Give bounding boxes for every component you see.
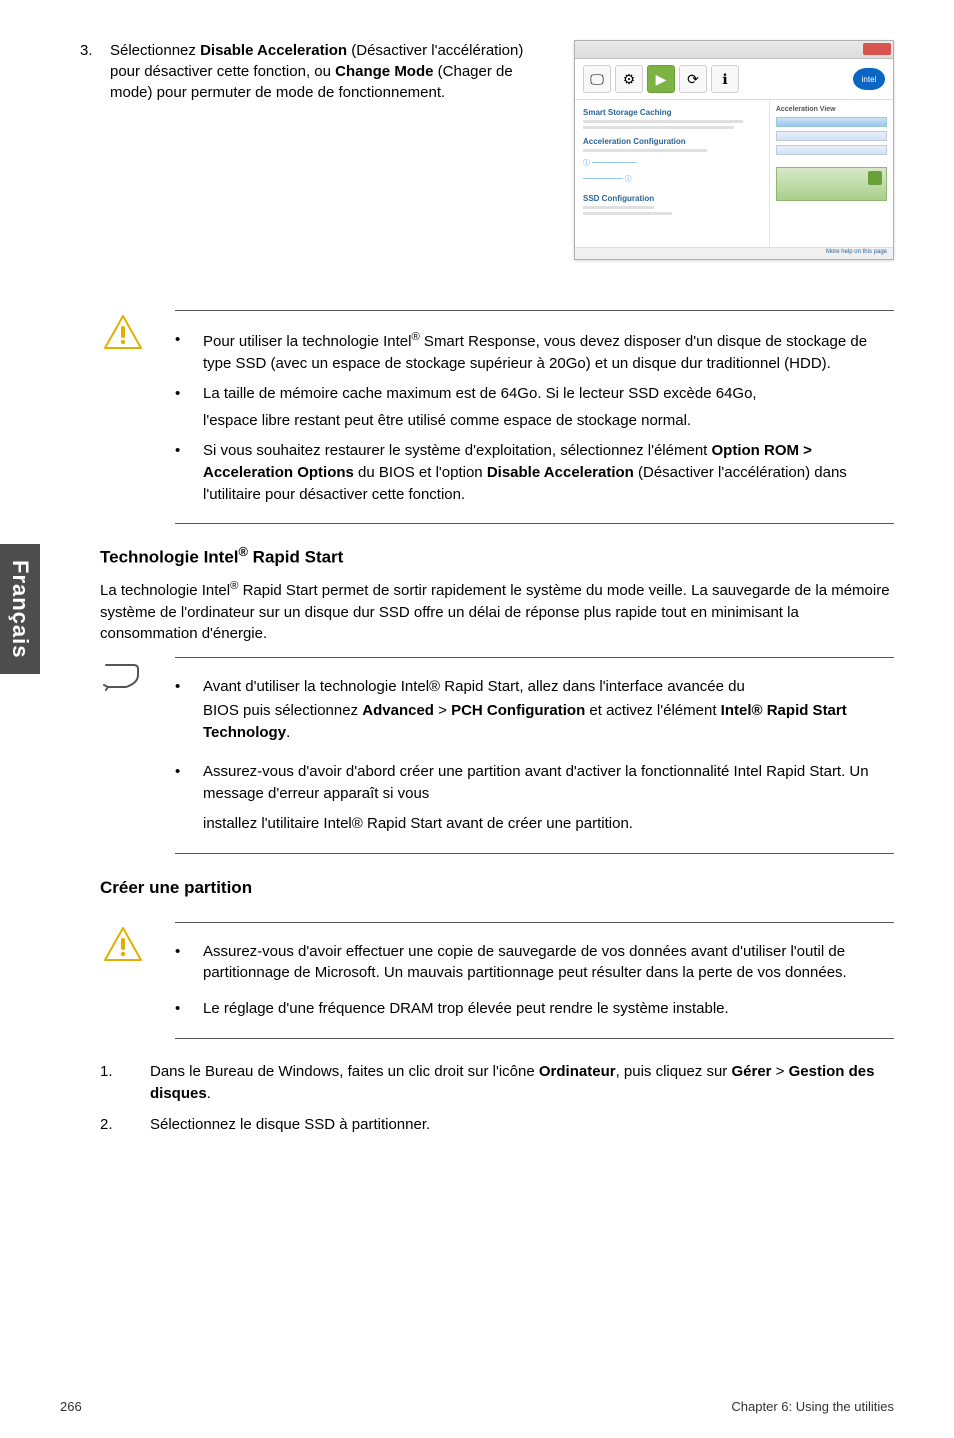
bullet-text: Assurez-vous d'avoir effectuer une copie… bbox=[203, 941, 894, 985]
t: l'espace libre restant peut être utilisé… bbox=[203, 410, 894, 432]
warning-icon bbox=[100, 922, 145, 962]
ordered-step-1: 1. Dans le Bureau de Windows, faites un … bbox=[100, 1061, 894, 1105]
right-header: Acceleration View bbox=[776, 106, 887, 113]
t: > bbox=[434, 702, 451, 719]
window-titlebar bbox=[575, 41, 893, 59]
bullet-text: Si vous souhaitez restaurer le système d… bbox=[203, 440, 894, 505]
bullet: • bbox=[175, 676, 185, 743]
t: . bbox=[207, 1085, 211, 1102]
t: Disable Acceleration bbox=[487, 464, 634, 481]
page-footer: 266 Chapter 6: Using the utilities bbox=[60, 1399, 894, 1414]
t: Avant d'utiliser la technologie Intel® R… bbox=[203, 676, 894, 698]
t: La taille de mémoire cache maximum est d… bbox=[203, 383, 894, 405]
t: Gérer bbox=[731, 1063, 771, 1080]
section-partition-title: Créer une partition bbox=[100, 878, 894, 898]
t: Technologie Intel bbox=[100, 548, 239, 567]
rapid-start-para: La technologie Intel® Rapid Start permet… bbox=[100, 578, 894, 645]
status-box bbox=[776, 167, 887, 201]
step-text: Sélectionnez Disable Acceleration (Désac… bbox=[110, 40, 544, 103]
bullet: • bbox=[175, 998, 185, 1020]
window: 🖵 ⚙ ▶ ⟳ ℹ intel Smart Storage Caching Ac… bbox=[574, 40, 894, 260]
bullet: • bbox=[175, 329, 185, 375]
app-screenshot: 🖵 ⚙ ▶ ⟳ ℹ intel Smart Storage Caching Ac… bbox=[574, 40, 894, 260]
note-icon bbox=[100, 657, 145, 691]
info-icon: ℹ bbox=[711, 65, 739, 93]
bullet: • bbox=[175, 440, 185, 505]
q-icon: ──────── ⓘ bbox=[583, 174, 761, 184]
t: du BIOS et l'option bbox=[354, 464, 487, 481]
sub-heading: Acceleration Configuration bbox=[583, 137, 761, 146]
manage-icon: ⚙ bbox=[615, 65, 643, 93]
t: Ordinateur bbox=[539, 1063, 616, 1080]
bullet: • bbox=[175, 383, 185, 433]
step-number: 2. bbox=[100, 1114, 120, 1136]
language-side-tab: Français bbox=[0, 544, 40, 674]
bullet: • bbox=[175, 761, 185, 834]
t: Si vous souhaitez restaurer le système d… bbox=[203, 442, 712, 459]
ordered-step-2: 2. Sélectionnez le disque SSD à partitio… bbox=[100, 1114, 894, 1136]
window-footer: More help on this page bbox=[575, 247, 893, 259]
t: PCH Configuration bbox=[451, 702, 585, 719]
panel-left: Smart Storage Caching Acceleration Confi… bbox=[575, 100, 769, 247]
t: Sélectionnez bbox=[110, 42, 200, 59]
page-number: 266 bbox=[60, 1399, 82, 1414]
bar bbox=[776, 117, 887, 127]
t: Change Mode bbox=[335, 63, 433, 80]
close-icon bbox=[863, 43, 891, 55]
note-callout: • Avant d'utiliser la technologie Intel®… bbox=[100, 657, 894, 854]
step-number: 1. bbox=[100, 1061, 120, 1105]
bar bbox=[776, 145, 887, 155]
t: ® bbox=[411, 331, 419, 343]
bullet: • bbox=[175, 941, 185, 985]
step-3: 3. Sélectionnez Disable Acceleration (Dé… bbox=[40, 40, 544, 103]
bullet-text: La taille de mémoire cache maximum est d… bbox=[203, 383, 894, 433]
t: Disable Acceleration bbox=[200, 42, 347, 59]
panel-right: Acceleration View bbox=[769, 100, 893, 247]
t: installez l'utilitaire Intel® Rapid Star… bbox=[203, 813, 894, 835]
performance-icon: ▶ bbox=[647, 65, 675, 93]
t: La technologie Intel bbox=[100, 582, 230, 599]
t: . bbox=[286, 724, 290, 741]
toolbar: 🖵 ⚙ ▶ ⟳ ℹ intel bbox=[575, 59, 893, 100]
accelerate-icon: ⟳ bbox=[679, 65, 707, 93]
warning-icon bbox=[100, 310, 145, 350]
warning-callout-1: • Pour utiliser la technologie Intel® Sm… bbox=[100, 310, 894, 524]
bullet-text: Pour utiliser la technologie Intel® Smar… bbox=[203, 329, 894, 375]
t: Advanced bbox=[362, 702, 434, 719]
t: Rapid Start bbox=[248, 548, 343, 567]
t: Dans le Bureau de Windows, faites un cli… bbox=[150, 1063, 539, 1080]
bar bbox=[776, 131, 887, 141]
section-rapid-start-title: Technologie Intel® Rapid Start bbox=[100, 544, 894, 568]
t: ® bbox=[239, 544, 248, 559]
warning-callout-2: • Assurez-vous d'avoir effectuer une cop… bbox=[100, 922, 894, 1039]
t: , puis cliquez sur bbox=[616, 1063, 732, 1080]
step-text: Dans le Bureau de Windows, faites un cli… bbox=[150, 1061, 894, 1105]
t: Assurez-vous d'avoir d'abord créer une p… bbox=[203, 761, 894, 805]
q-icon: ⓘ ───────── bbox=[583, 158, 761, 168]
t: > bbox=[772, 1063, 789, 1080]
panel-heading: Smart Storage Caching bbox=[583, 108, 761, 117]
t: Pour utiliser la technologie Intel bbox=[203, 333, 411, 350]
bullet-text: Le réglage d'une fréquence DRAM trop éle… bbox=[203, 998, 894, 1020]
step-number: 3. bbox=[40, 40, 80, 103]
intel-logo: intel bbox=[853, 68, 885, 90]
step-text: Sélectionnez le disque SSD à partitionne… bbox=[150, 1114, 430, 1136]
bullet-text: Avant d'utiliser la technologie Intel® R… bbox=[203, 676, 894, 743]
status-icon: 🖵 bbox=[583, 65, 611, 93]
t: BIOS puis sélectionnez bbox=[203, 702, 362, 719]
t: et activez l'élément bbox=[585, 702, 720, 719]
chapter-label: Chapter 6: Using the utilities bbox=[731, 1399, 894, 1414]
bullet-text: Assurez-vous d'avoir d'abord créer une p… bbox=[203, 761, 894, 834]
